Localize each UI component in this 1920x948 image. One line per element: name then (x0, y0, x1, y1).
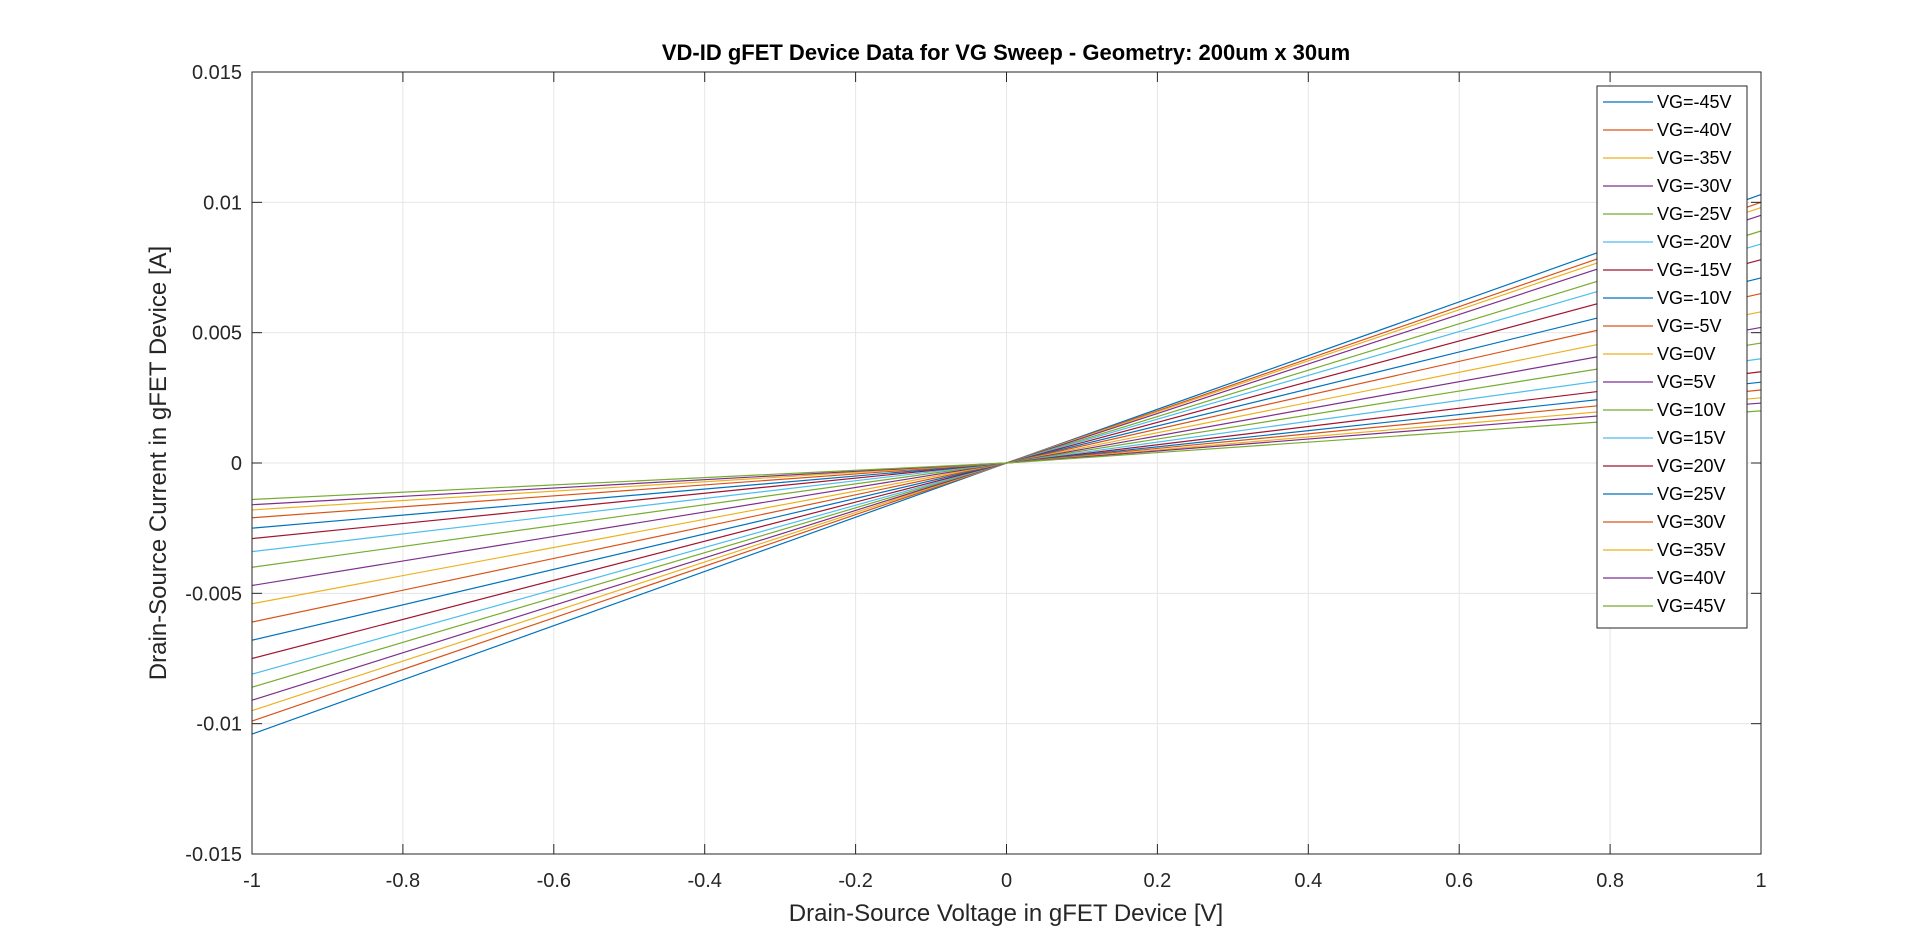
legend-label: VG=15V (1657, 428, 1726, 448)
x-tick-labels: -1 -0.8 -0.6 -0.4 -0.2 0 0.2 0.4 0.6 0.8 1 (243, 870, 1766, 892)
legend-label: VG=-40V (1657, 120, 1732, 140)
legend-box (1596, 85, 1748, 629)
legend-label: VG=30V (1657, 512, 1726, 532)
x-tick-label: -0.6 (537, 870, 571, 892)
legend-label: VG=20V (1657, 456, 1726, 476)
y-tick-label: -0.005 (185, 583, 242, 605)
legend-label: VG=5V (1657, 372, 1716, 392)
x-tick-label: -0.4 (687, 870, 721, 892)
ticks (251, 71, 1762, 855)
x-tick-label: -0.2 (838, 870, 872, 892)
legend-label: VG=-35V (1657, 148, 1732, 168)
legend-label: VG=45V (1657, 596, 1726, 616)
legend-label: VG=40V (1657, 568, 1726, 588)
x-tick-label: 0.8 (1596, 870, 1624, 892)
legend-label: VG=-20V (1657, 232, 1732, 252)
y-tick-label: 0.01 (203, 192, 242, 214)
y-tick-labels: -0.015 -0.01 -0.005 0 0.005 0.01 0.015 (185, 62, 242, 866)
x-tick-label: 0.4 (1294, 870, 1322, 892)
chart-title: VD-ID gFET Device Data for VG Sweep - Ge… (662, 40, 1350, 65)
legend-label: VG=35V (1657, 540, 1726, 560)
y-axis-label: Drain-Source Current in gFET Device [A] (145, 246, 172, 680)
legend-label: VG=25V (1657, 484, 1726, 504)
legend[interactable]: VG=-45V VG=-40V VG=-35V VG=-30V VG=-25V VG=-2… (1596, 85, 1748, 629)
legend-label: VG=-45V (1657, 92, 1732, 112)
legend-label: VG=-10V (1657, 288, 1732, 308)
series-line-19 (251, 410, 1762, 501)
legend-label: VG=0V (1657, 344, 1716, 364)
x-tick-label: 1 (1755, 870, 1766, 892)
legend-label: VG=10V (1657, 400, 1726, 420)
x-tick-label: 0.2 (1143, 870, 1171, 892)
legend-label: VG=-25V (1657, 204, 1732, 224)
legend-label: VG=-5V (1657, 316, 1722, 336)
x-tick-label: 0.6 (1445, 870, 1473, 892)
y-tick-label: -0.01 (196, 714, 242, 736)
y-tick-label: 0 (231, 453, 242, 475)
series-lines (251, 193, 1762, 735)
x-tick-label: -0.8 (386, 870, 420, 892)
legend-label: VG=-15V (1657, 260, 1732, 280)
x-tick-label: 0 (1001, 870, 1012, 892)
x-axis-label: Drain-Source Voltage in gFET Device [V] (789, 900, 1223, 927)
y-tick-label: 0.005 (192, 323, 242, 345)
y-tick-label: 0.015 (192, 62, 242, 84)
legend-label: VG=-30V (1657, 176, 1732, 196)
y-tick-label: -0.015 (185, 844, 242, 866)
x-tick-label: -1 (243, 870, 261, 892)
